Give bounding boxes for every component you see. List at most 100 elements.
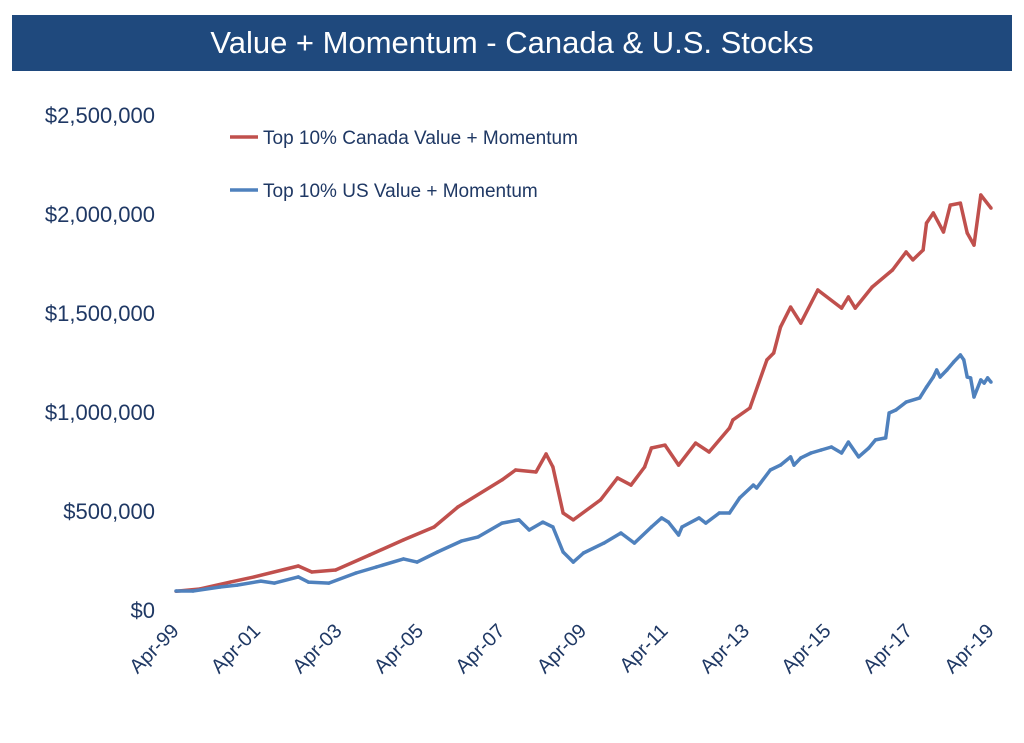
data-point: [856, 455, 861, 459]
data-point: [873, 438, 878, 442]
data-point: [527, 528, 531, 532]
data-point: [296, 564, 300, 568]
data-point: [979, 378, 983, 382]
data-point: [367, 553, 372, 557]
data-point: [296, 575, 300, 579]
y-tick-label: $0: [131, 598, 155, 623]
chart-title: Value + Momentum - Canada & U.S. Stocks: [12, 15, 1012, 71]
data-point: [938, 375, 942, 379]
series-line-us: [176, 353, 993, 593]
data-point: [676, 533, 681, 537]
data-point: [989, 206, 993, 210]
series-line-canada: [175, 193, 993, 593]
data-point: [799, 321, 803, 325]
data-point: [921, 248, 925, 252]
data-point: [500, 521, 504, 525]
data-point: [748, 406, 752, 410]
data-point: [401, 557, 406, 561]
data-point: [839, 306, 844, 310]
data-point: [839, 451, 844, 455]
data-point: [602, 541, 606, 545]
data-point: [561, 511, 565, 515]
data-point: [544, 452, 548, 456]
data-point: [965, 231, 969, 235]
data-point: [459, 539, 463, 543]
data-point: [951, 360, 956, 364]
y-tick-label: $2,500,000: [45, 103, 155, 128]
data-point: [456, 505, 460, 509]
data-point: [541, 520, 545, 524]
data-point: [581, 551, 586, 555]
data-point: [513, 468, 518, 472]
series-lines: [174, 193, 993, 593]
data-point: [904, 400, 908, 404]
data-point: [853, 306, 857, 310]
data-point: [727, 426, 732, 430]
legend-label-us: Top 10% US Value + Momentum: [263, 181, 538, 202]
data-point: [894, 408, 898, 412]
data-point: [778, 325, 783, 329]
data-point: [235, 583, 239, 587]
data-point: [727, 511, 732, 515]
data-point: [666, 520, 671, 524]
data-point: [174, 589, 178, 593]
x-tick-label: Apr-07: [452, 620, 510, 678]
data-point: [924, 385, 929, 389]
data-point: [819, 448, 823, 452]
data-point: [972, 243, 976, 247]
x-tick-label: Apr-11: [616, 620, 673, 677]
data-point: [534, 470, 538, 474]
data-point: [870, 285, 874, 289]
data-point: [649, 446, 654, 450]
data-point: [272, 581, 277, 585]
data-point: [306, 580, 311, 584]
data-point: [659, 516, 664, 520]
data-point: [931, 375, 935, 379]
data-point: [649, 525, 654, 529]
data-point: [693, 441, 698, 445]
data-point: [259, 579, 263, 583]
legend-label-canada: Top 10% Canada Value + Momentum: [263, 128, 578, 149]
data-point: [941, 230, 946, 234]
data-point: [788, 455, 793, 459]
data-point: [333, 568, 338, 572]
data-point: [945, 368, 949, 372]
x-tick-label: Apr-09: [533, 620, 591, 678]
data-point: [663, 443, 667, 447]
y-tick-label: $1,000,000: [45, 400, 155, 425]
x-tick-label: Apr-13: [696, 620, 754, 678]
data-point: [561, 550, 565, 554]
data-point: [887, 411, 891, 415]
data-point: [619, 531, 623, 535]
data-point: [476, 535, 480, 539]
data-point: [958, 201, 963, 205]
data-point: [310, 570, 314, 574]
x-tick-label: Apr-19: [941, 620, 999, 678]
data-point: [918, 396, 922, 400]
data-point: [778, 463, 783, 467]
data-point: [632, 541, 637, 545]
data-point: [765, 358, 769, 362]
legend: Top 10% Canada Value + Momentum Top 10% …: [230, 128, 578, 202]
data-point: [968, 376, 973, 380]
data-point: [697, 516, 701, 520]
x-tick-label: Apr-17: [859, 620, 917, 678]
data-point: [615, 476, 620, 480]
data-point: [571, 560, 575, 564]
data-point: [571, 518, 575, 522]
data-point: [704, 521, 708, 525]
data-point: [958, 353, 963, 357]
data-point: [979, 193, 983, 197]
data-point: [924, 221, 929, 225]
data-point: [252, 575, 256, 579]
data-point: [962, 358, 966, 362]
data-point: [435, 550, 440, 554]
data-point: [829, 445, 834, 449]
data-point: [935, 368, 939, 372]
data-point: [884, 436, 888, 440]
data-point: [809, 451, 813, 455]
data-point: [717, 511, 721, 515]
data-point: [191, 589, 195, 593]
x-tick-label: Apr-99: [126, 620, 184, 678]
data-point: [415, 560, 419, 564]
